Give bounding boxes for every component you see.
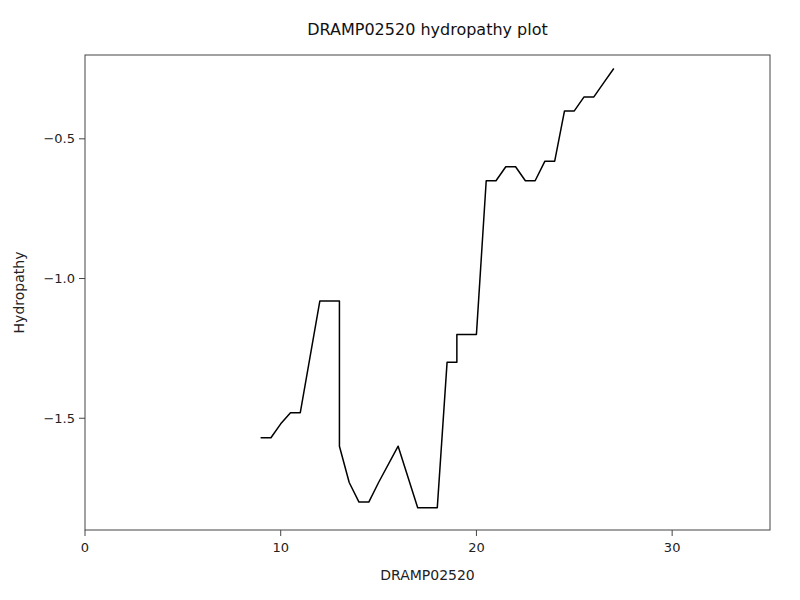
tick-mark xyxy=(79,138,85,139)
data-line xyxy=(261,69,613,508)
x-axis: 0 10 20 30 xyxy=(81,530,681,555)
tick-label: 10 xyxy=(272,540,289,555)
chart: 0 10 20 30 −1.5 −1.0 −0.5 DRAMP02520 hydropathy… xyxy=(0,0,800,600)
tick-mark xyxy=(79,278,85,279)
tick-mark xyxy=(85,530,86,536)
tick-label: 30 xyxy=(664,540,681,555)
y-axis-label: Hydropathy xyxy=(11,252,27,334)
tick-label: 0 xyxy=(81,540,89,555)
plot-frame xyxy=(85,55,770,530)
plot-area xyxy=(85,55,770,530)
y-axis: −1.5 −1.0 −0.5 xyxy=(43,131,85,425)
tick-label: −1.5 xyxy=(43,411,75,426)
title: DRAMP02520 hydropathy plot xyxy=(307,20,548,39)
series xyxy=(261,69,613,508)
tick-label: −0.5 xyxy=(43,131,75,146)
x-axis-label: DRAMP02520 xyxy=(380,567,475,583)
tick-mark xyxy=(672,530,673,536)
tick-label: −1.0 xyxy=(43,271,75,286)
tick-mark xyxy=(79,418,85,419)
tick-mark xyxy=(280,530,281,536)
tick-mark xyxy=(476,530,477,536)
tick-label: 20 xyxy=(468,540,485,555)
